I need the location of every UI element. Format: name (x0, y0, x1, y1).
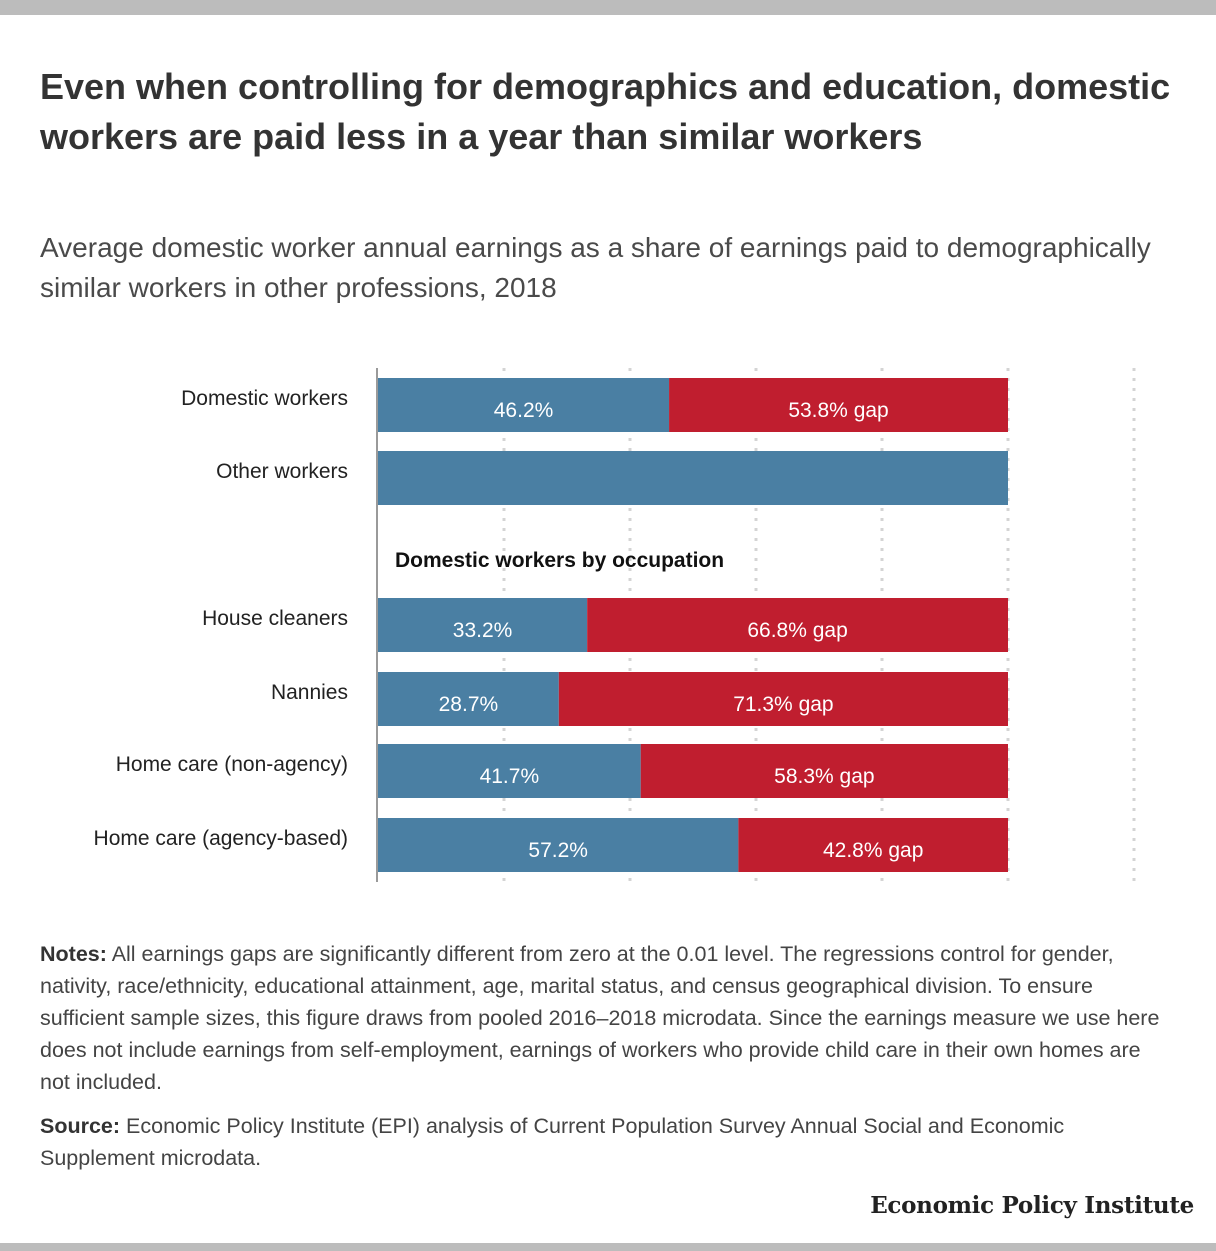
gap-data-label: 42.8% gap (823, 839, 923, 862)
share-bar (378, 378, 670, 432)
gap-bar (669, 378, 1008, 432)
gap-bar (738, 818, 1008, 872)
bottom-rule (0, 1243, 1216, 1251)
gap-bar (558, 672, 1008, 726)
category-label: Home care (non-agency) (116, 753, 348, 776)
gap-bar (640, 744, 1008, 798)
source: Source: Economic Policy Institute (EPI) … (40, 1110, 1160, 1174)
share-data-label: 33.2% (453, 619, 513, 642)
notes: Notes: All earnings gaps are significant… (40, 938, 1160, 1098)
group-label: Domestic workers by occupation (395, 549, 724, 572)
gap-data-label: 71.3% gap (733, 693, 833, 716)
share-data-label: 46.2% (494, 399, 554, 422)
gap-bar (587, 598, 1008, 652)
share-bar (378, 818, 739, 872)
share-bar (378, 598, 588, 652)
source-label: Source: (40, 1114, 121, 1138)
category-label: Home care (agency-based) (94, 827, 348, 850)
gap-data-label: 66.8% gap (747, 619, 847, 642)
notes-label: Notes: (40, 942, 107, 966)
share-bar (378, 451, 1008, 505)
share-data-label: 28.7% (439, 693, 499, 716)
share-data-label: 57.2% (528, 839, 588, 862)
source-text: Economic Policy Institute (EPI) analysis… (40, 1114, 1065, 1170)
epi-logo: Economic Policy Institute (870, 1192, 1194, 1219)
notes-text: All earnings gaps are significantly diff… (40, 942, 1160, 1094)
category-label: House cleaners (202, 607, 348, 630)
category-label: Other workers (216, 460, 348, 483)
category-label: Nannies (271, 681, 348, 704)
gap-data-label: 53.8% gap (788, 399, 888, 422)
bar-chart: Domestic workers 46.2% 53.8% gap Other work… (94, 368, 1136, 882)
category-label: Domestic workers (181, 387, 348, 410)
share-bar (378, 744, 641, 798)
top-rule (0, 0, 1216, 15)
chart-title: Even when controlling for demographics a… (40, 66, 1171, 157)
chart-subtitle: Average domestic worker annual earnings … (40, 232, 1151, 303)
share-bar (378, 672, 559, 726)
share-data-label: 41.7% (480, 765, 540, 788)
gap-data-label: 58.3% gap (774, 765, 874, 788)
